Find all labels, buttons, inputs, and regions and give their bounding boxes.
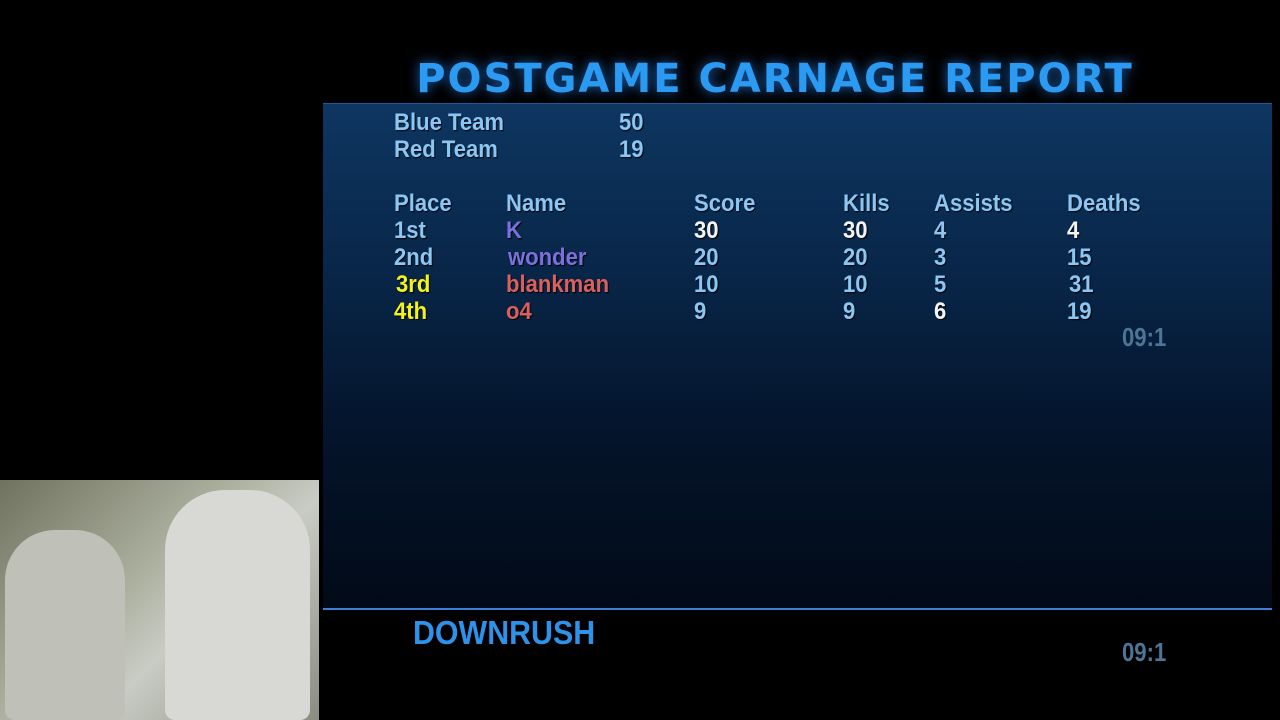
team-name: Blue Team xyxy=(394,109,505,136)
player-name: K xyxy=(506,217,522,244)
column-header-name: Name xyxy=(506,190,567,217)
player-name: o4 xyxy=(506,298,532,325)
footer-timer: 09:1 xyxy=(1122,637,1167,667)
webcam-person xyxy=(165,490,310,720)
place: 1st xyxy=(394,217,426,244)
team-score: 19 xyxy=(619,136,644,163)
place: 3rd xyxy=(396,271,431,298)
kills: 9 xyxy=(843,298,856,325)
kills: 10 xyxy=(843,271,868,298)
assists: 5 xyxy=(934,271,947,298)
column-header-kills: Kills xyxy=(843,190,890,217)
page-title: POSTGAME CARNAGE REPORT xyxy=(416,56,1134,102)
player-name: blankman xyxy=(506,271,610,298)
deaths: 15 xyxy=(1067,244,1092,271)
player-name: wonder xyxy=(508,244,587,271)
webcam-person xyxy=(5,530,125,720)
deaths: 4 xyxy=(1067,217,1080,244)
score: 9 xyxy=(694,298,707,325)
webcam-overlay xyxy=(0,480,319,720)
column-header-place: Place xyxy=(394,190,452,217)
deaths: 31 xyxy=(1069,271,1094,298)
divider xyxy=(323,608,1272,610)
team-score: 50 xyxy=(619,109,644,136)
team-name: Red Team xyxy=(394,136,498,163)
carnage-report-panel xyxy=(323,103,1272,609)
score: 10 xyxy=(694,271,719,298)
column-header-deaths: Deaths xyxy=(1067,190,1141,217)
assists: 6 xyxy=(934,298,947,325)
column-header-score: Score xyxy=(694,190,756,217)
assists: 3 xyxy=(934,244,947,271)
place: 4th xyxy=(394,298,428,325)
score: 30 xyxy=(694,217,719,244)
kills: 20 xyxy=(843,244,868,271)
game-timer: 09:1 xyxy=(1122,322,1167,352)
kills: 30 xyxy=(843,217,868,244)
deaths: 19 xyxy=(1067,298,1092,325)
assists: 4 xyxy=(934,217,947,244)
score: 20 xyxy=(694,244,719,271)
map-name: DOWNRUSH xyxy=(413,614,596,651)
place: 2nd xyxy=(394,244,434,271)
column-header-assists: Assists xyxy=(934,190,1013,217)
